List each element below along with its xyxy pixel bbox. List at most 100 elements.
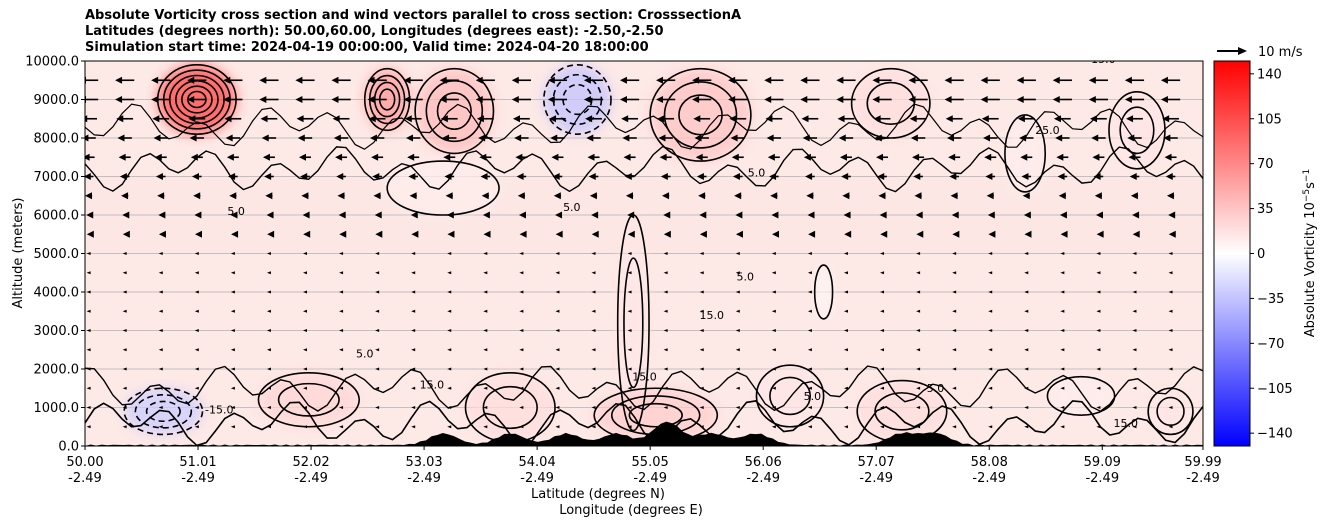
wind-vector-head: [880, 425, 885, 429]
wind-vector: [266, 425, 271, 429]
wind-vector: [696, 173, 707, 180]
wind-vector-head: [880, 309, 885, 313]
wind-vector-head: [1127, 134, 1135, 142]
wind-vector-head: [807, 329, 812, 332]
wind-vector: [86, 271, 91, 275]
wind-vector: [988, 309, 993, 313]
wind-vector-head: [1096, 211, 1104, 219]
wind-vector-head: [656, 96, 664, 103]
wind-vector-head: [1088, 76, 1096, 84]
wind-vector-head: [1132, 425, 1137, 429]
wind-vector: [555, 230, 563, 238]
wind-vector: [836, 76, 856, 84]
wind-vector-head: [699, 252, 704, 255]
wind-vector: [843, 386, 848, 390]
wind-vector-head: [411, 329, 416, 332]
wind-vector-head: [407, 153, 415, 161]
wind-vector: [843, 425, 848, 429]
wind-vector: [1128, 153, 1141, 161]
wind-vector: [844, 230, 852, 238]
wind-vector: [122, 329, 127, 332]
wind-vector: [85, 153, 95, 161]
wind-vector: [659, 153, 672, 161]
wind-vector: [765, 115, 783, 123]
wind-vector-head: [1060, 329, 1065, 332]
x-tick-label-latitude: 56.06: [745, 455, 782, 470]
wind-vector-head: [447, 230, 455, 238]
quiver-key: 10 m/s: [1217, 45, 1303, 60]
wind-vector: [518, 211, 526, 219]
wind-vector-head: [230, 271, 235, 275]
wind-vector: [86, 329, 91, 332]
wind-vector: [230, 309, 235, 313]
wind-vector-head: [447, 309, 452, 313]
wind-vector-head: [1022, 192, 1030, 200]
x-tick-label-longitude: -2.49: [294, 471, 328, 486]
wind-vector: [1055, 134, 1070, 142]
wind-vector: [151, 76, 171, 84]
wind-vector-head: [771, 309, 776, 313]
wind-vector-head: [266, 252, 271, 255]
wind-vector: [447, 386, 452, 390]
x-tick-label-longitude: -2.49: [972, 471, 1006, 486]
wind-vector-head: [1168, 406, 1173, 409]
wind-vector-head: [479, 153, 487, 161]
wind-vector: [1132, 271, 1137, 275]
wind-vector: [439, 76, 459, 84]
wind-vector-head: [158, 271, 163, 275]
wind-vector-head: [194, 271, 199, 275]
wind-vector-head: [302, 309, 307, 313]
wind-vector-head: [843, 367, 848, 371]
wind-vector-head: [85, 115, 88, 123]
wind-vector: [411, 425, 416, 429]
wind-vector-head: [447, 367, 452, 371]
wind-vector: [591, 290, 596, 294]
wind-vector: [1096, 386, 1101, 390]
y-tick-label: 3000.0: [34, 324, 80, 339]
wind-vector: [770, 192, 778, 200]
wind-vector-head: [1168, 290, 1173, 294]
wind-vector: [86, 252, 91, 255]
y-tick-label: 4000.0: [34, 286, 80, 301]
wind-vector: [375, 367, 380, 371]
wind-vector-head: [1060, 252, 1065, 255]
wind-vector-head: [447, 348, 452, 352]
wind-vector-head: [944, 96, 952, 103]
wind-vector-head: [1093, 173, 1101, 180]
wind-vector-head: [843, 386, 848, 390]
wind-vector-head: [735, 230, 743, 238]
wind-vector: [194, 329, 199, 332]
wind-vector-head: [843, 348, 848, 352]
wind-vector-head: [880, 252, 885, 255]
wind-vector: [1058, 192, 1066, 200]
wind-vector-head: [195, 230, 202, 238]
wind-vector: [483, 425, 488, 429]
wind-vector-head: [339, 425, 344, 429]
wind-vector: [735, 252, 740, 255]
wind-vector: [988, 425, 993, 429]
wind-vector: [944, 96, 964, 103]
wind-vector-head: [86, 309, 91, 313]
wind-vector: [952, 252, 957, 255]
wind-vector-head: [339, 348, 344, 352]
wind-vector: [298, 153, 311, 161]
wind-vector-head: [808, 230, 816, 238]
wind-vector: [1168, 252, 1173, 255]
wind-vector-head: [122, 252, 127, 255]
wind-vector-head: [952, 230, 960, 238]
wind-vector-head: [230, 348, 235, 352]
wind-vector: [302, 406, 307, 409]
wind-vector-head: [1168, 367, 1173, 371]
wind-vector-head: [193, 192, 201, 200]
wind-vector: [266, 348, 271, 352]
wind-vector: [367, 76, 387, 84]
wind-vector: [880, 252, 885, 255]
wind-vector: [732, 173, 743, 180]
wind-vector: [663, 230, 671, 238]
wind-vector: [408, 173, 418, 180]
wind-vector: [1016, 76, 1036, 84]
wind-vector-head: [735, 252, 740, 255]
wind-vector: [194, 348, 199, 352]
wind-vector-head: [988, 367, 993, 371]
wind-vector: [295, 76, 315, 84]
